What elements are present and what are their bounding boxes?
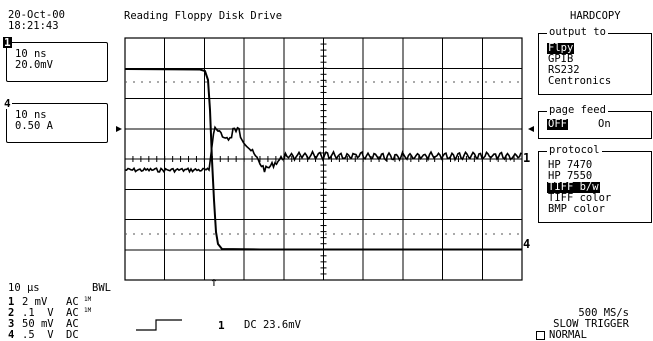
output-to-title: output to (547, 26, 608, 38)
option-flpy[interactable]: Flpy (547, 42, 575, 54)
trace-1-waveform (124, 125, 522, 174)
channel-1-volts: 2 mV (22, 296, 48, 308)
channel-4-marker: 4 (523, 237, 531, 251)
sample-rate-readout: 500 MS/s (578, 307, 629, 319)
trigger-position-arrow-icon: ↑ (210, 275, 218, 290)
trace-1-info-box[interactable]: 1 10 ns 20.0mV (3, 37, 108, 82)
channel-2-number: 2 (8, 307, 15, 319)
channel-4-volts: .5 V (22, 329, 54, 341)
option-tiff-bw[interactable]: TIFF b/w (547, 181, 600, 193)
bwl-label: BWL (92, 282, 111, 294)
option-tiff-color[interactable]: TIFF color (548, 192, 612, 204)
normal-mode-indicator[interactable]: NORMAL (536, 330, 587, 341)
trace-4-timebase: 10 ns (15, 109, 47, 121)
option-centronics[interactable]: Centronics (548, 75, 612, 87)
trace-4-number: 4 (3, 97, 12, 110)
trigger-channel: 1 (218, 319, 225, 332)
channel-2-volts: .1 V (22, 307, 54, 319)
normal-label: NORMAL (549, 329, 587, 341)
trace-4-waveform (124, 68, 522, 251)
page-feed-menu[interactable]: page feed OFF On (538, 105, 652, 139)
option-hp-7550[interactable]: HP 7550 (548, 170, 593, 182)
checkbox-icon (536, 330, 545, 340)
trigger-mode-readout: SLOW TRIGGER (553, 318, 629, 330)
trace-1-timebase: 10 ns (15, 48, 47, 60)
channel-3-coupling: AC (66, 318, 79, 330)
time-readout: 18:21:43 (8, 20, 59, 32)
trace-1-number: 1 (3, 36, 12, 49)
option-rs232[interactable]: RS232 (548, 64, 580, 76)
channel-1-number: 1 (8, 296, 15, 308)
date-readout: 20-Oct-00 (8, 9, 65, 21)
hardcopy-title: HARDCOPY (570, 10, 621, 22)
trigger-edge-icon (136, 319, 182, 331)
channel-3-volts: 50 mV (22, 318, 54, 330)
channel-1-impedance: 1M (84, 296, 92, 303)
channel-2-impedance: 1M (84, 307, 92, 314)
channel-2-coupling: AC (66, 307, 79, 319)
channel-4-number: 4 (8, 329, 15, 341)
protocol-title: protocol (547, 144, 602, 156)
option-off[interactable]: OFF (547, 118, 568, 130)
trigger-level-readout: DC 23.6mV (244, 319, 301, 331)
channel-1-marker: 1 (523, 151, 531, 165)
timebase-readout: 10 μs (8, 282, 40, 294)
channel-3-number: 3 (8, 318, 15, 330)
trace-4-scale: 0.50 A (15, 120, 53, 132)
option-bmp-color[interactable]: BMP color (548, 203, 605, 215)
screen-title: Reading Floppy Disk Drive (124, 10, 283, 22)
channel-4-coupling: DC (66, 329, 79, 341)
left-level-arrow-icon (116, 126, 122, 132)
output-to-menu[interactable]: output to Flpy GPIB RS232 Centronics (538, 27, 652, 95)
channel-1-coupling: AC (66, 296, 79, 308)
trace-4-info-box[interactable]: 4 10 ns 0.50 A (3, 98, 108, 143)
option-hp-7470[interactable]: HP 7470 (548, 159, 593, 171)
trace-1-scale: 20.0mV (15, 59, 53, 71)
option-gpib[interactable]: GPIB (548, 53, 574, 65)
protocol-menu[interactable]: protocol HP 7470 HP 7550 TIFF b/w TIFF c… (538, 145, 652, 223)
page-feed-title: page feed (547, 104, 608, 116)
option-on[interactable]: On (598, 118, 611, 130)
right-level-arrow-icon (528, 126, 534, 132)
